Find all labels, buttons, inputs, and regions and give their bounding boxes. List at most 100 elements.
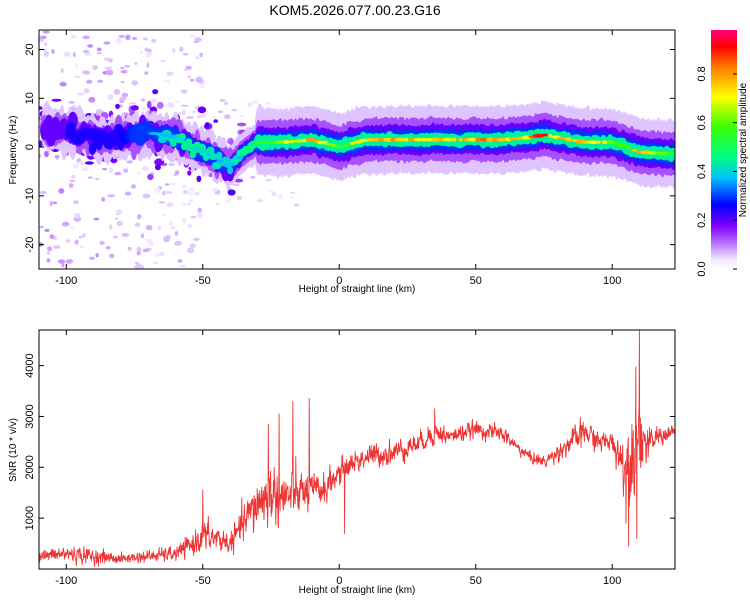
noise-blob xyxy=(94,177,100,181)
noise-blob xyxy=(239,114,244,118)
x-tick-label: -50 xyxy=(195,575,211,587)
noise-blob xyxy=(136,246,142,253)
ridge-core-blob xyxy=(156,132,164,137)
noise-blob xyxy=(125,34,131,40)
noise-blob xyxy=(182,189,188,195)
noise-blob xyxy=(124,191,132,196)
noise-blob xyxy=(181,104,189,107)
noise-blob xyxy=(99,240,105,245)
noise-blob xyxy=(215,202,220,205)
noise-blob xyxy=(77,92,84,96)
noise-blob xyxy=(187,187,196,192)
ridge-core-blob xyxy=(548,133,553,139)
noise-blob xyxy=(63,52,71,57)
noise-blob xyxy=(195,56,200,59)
noise-blob xyxy=(162,213,166,217)
noise-blob xyxy=(109,253,115,259)
noise-blob xyxy=(186,247,195,254)
noise-blob xyxy=(114,171,122,176)
ridge-halo-blob xyxy=(146,100,152,109)
noise-blob xyxy=(145,225,153,231)
noise-blob xyxy=(53,245,61,249)
noise-blob xyxy=(179,265,187,268)
x-tick-label: 0 xyxy=(336,575,342,587)
noise-blob xyxy=(69,179,76,182)
noise-blob xyxy=(65,259,74,264)
ridge-core-blob xyxy=(233,155,244,160)
noise-blob xyxy=(278,194,283,200)
noise-blob xyxy=(103,41,111,45)
noise-blob xyxy=(232,183,240,187)
noise-blob xyxy=(114,217,118,220)
ridge-core-blob xyxy=(335,145,346,149)
noise-blob xyxy=(149,98,157,104)
x-tick-label: 100 xyxy=(603,575,621,587)
noise-blob xyxy=(189,78,195,82)
y-tick-label: -20 xyxy=(24,237,36,253)
noise-blob xyxy=(49,234,54,240)
noise-blob xyxy=(170,182,177,186)
ridge-core-blob xyxy=(647,150,658,155)
noise-blob xyxy=(116,220,123,227)
ridge-core-blob xyxy=(463,137,470,142)
noise-blob xyxy=(77,161,86,166)
noise-blob xyxy=(126,160,133,164)
noise-blob xyxy=(113,235,118,238)
chart-title: KOM5.2026.077.00.23.G16 xyxy=(269,2,440,18)
noise-blob xyxy=(264,102,271,105)
spectrogram-y-ticks: -20 -10 0 10 20 xyxy=(24,43,675,253)
ridge-halo-blob xyxy=(39,106,43,110)
x-tick-label: 50 xyxy=(470,275,482,287)
noise-blob xyxy=(257,199,264,203)
ridge-layer-blob xyxy=(227,166,234,175)
noise-blob xyxy=(128,102,137,105)
y-tick-label: 3000 xyxy=(24,404,36,428)
ridge-halo-blob xyxy=(39,140,43,148)
noise-blob xyxy=(119,104,123,108)
noise-blob xyxy=(82,35,90,40)
noise-blob xyxy=(137,172,142,176)
noise-blob xyxy=(164,183,170,186)
colorbar-label: Normalized spectral amplitude xyxy=(738,82,749,217)
noise-blob xyxy=(146,62,150,68)
noise-blob xyxy=(142,248,150,253)
snr-y-ticks: 1000 2000 3000 4000 xyxy=(24,353,675,530)
noise-blob xyxy=(142,193,151,199)
noise-blob xyxy=(121,232,130,237)
noise-blob xyxy=(53,235,57,241)
noise-blob xyxy=(194,191,200,196)
y-tick-label: 2000 xyxy=(24,455,36,479)
noise-blob xyxy=(120,69,128,74)
ridge-halo-blob xyxy=(197,106,207,114)
ridge-core-blob xyxy=(596,140,601,144)
noise-blob xyxy=(174,170,180,175)
noise-blob xyxy=(104,57,111,62)
noise-blob xyxy=(290,196,295,199)
ridge-core-blob xyxy=(222,162,230,167)
noise-blob xyxy=(171,48,176,53)
noise-blob xyxy=(143,37,148,41)
noise-blob xyxy=(46,258,51,263)
noise-blob xyxy=(141,107,149,111)
noise-blob xyxy=(72,52,76,58)
ridge-core-blob xyxy=(452,137,457,142)
ridge-core-blob xyxy=(404,137,409,142)
noise-blob xyxy=(231,108,238,112)
snr-plot-area xyxy=(39,330,675,569)
noise-blob xyxy=(182,52,189,56)
ridge-core-blob xyxy=(179,140,189,144)
noise-blob xyxy=(55,155,59,160)
noise-blob xyxy=(88,96,96,103)
ridge-core-blob xyxy=(666,151,675,157)
noise-blob xyxy=(84,52,92,57)
noise-blob xyxy=(140,265,145,269)
noise-blob xyxy=(290,191,296,194)
noise-blob xyxy=(101,197,106,202)
noise-blob xyxy=(181,109,186,116)
x-tick-label: 100 xyxy=(603,275,621,287)
ridge-core-blob xyxy=(172,137,184,141)
ridge-core-blob xyxy=(467,137,478,142)
noise-blob xyxy=(189,243,196,248)
ridge-halo-blob xyxy=(84,161,94,165)
noise-blob xyxy=(181,202,187,207)
